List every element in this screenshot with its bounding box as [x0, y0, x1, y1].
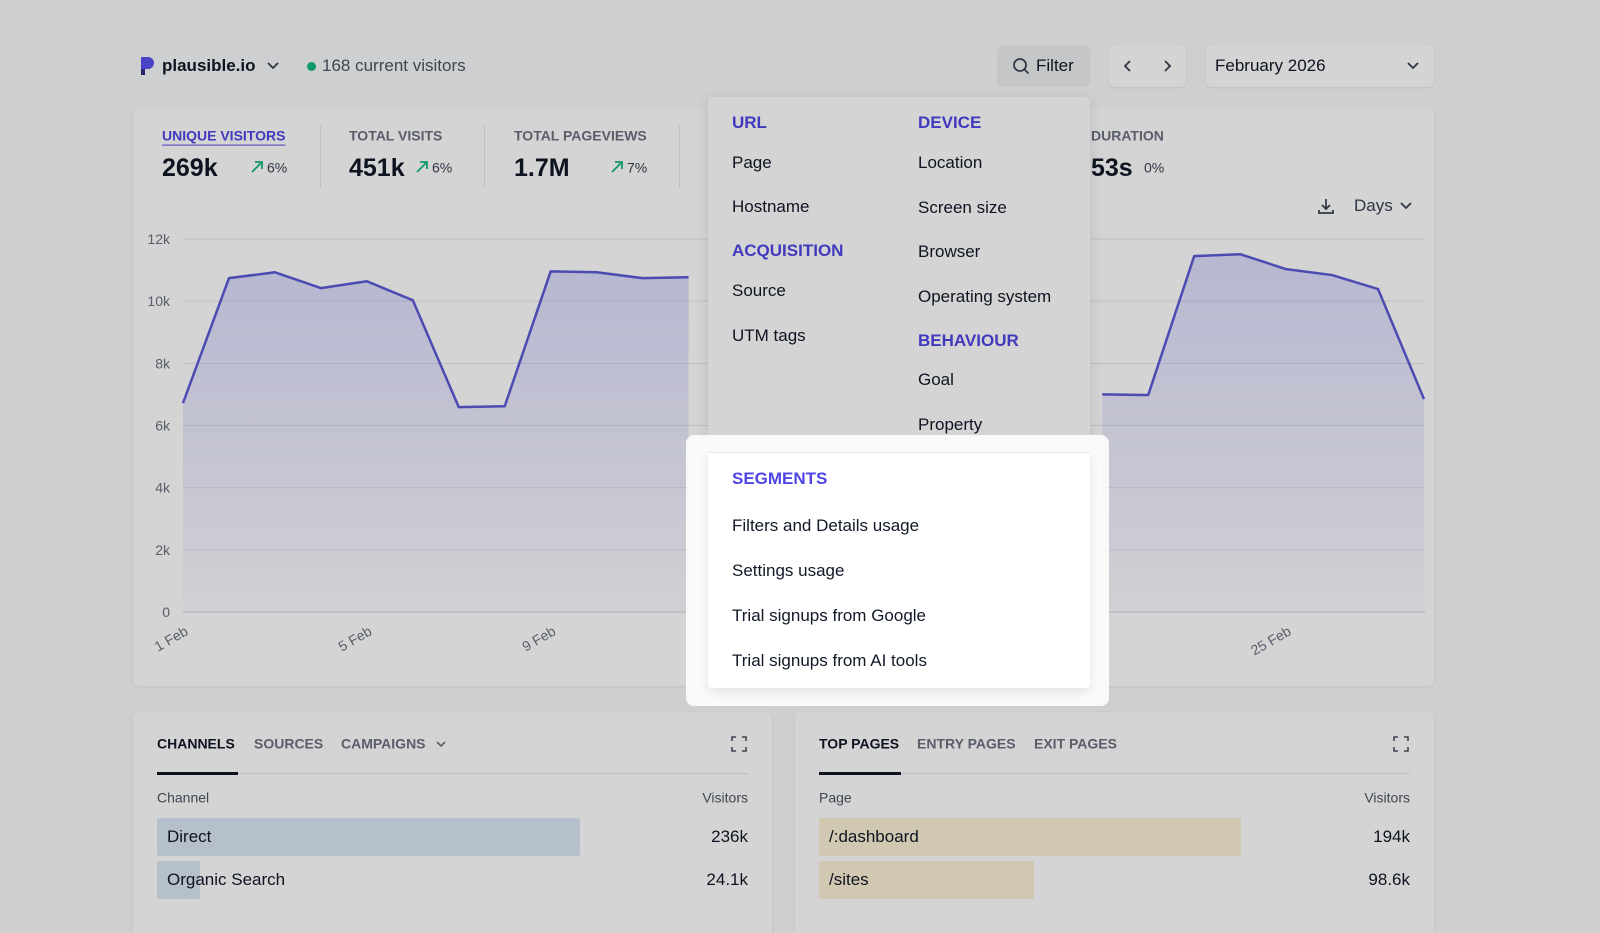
menu-group-title: SEGMENTS [732, 469, 827, 489]
menu-item[interactable]: Filters and Details usage [732, 516, 919, 536]
menu-item[interactable]: Trial signups from AI tools [732, 651, 927, 671]
menu-item[interactable]: Trial signups from Google [732, 606, 926, 626]
menu-item[interactable]: Settings usage [732, 561, 844, 581]
